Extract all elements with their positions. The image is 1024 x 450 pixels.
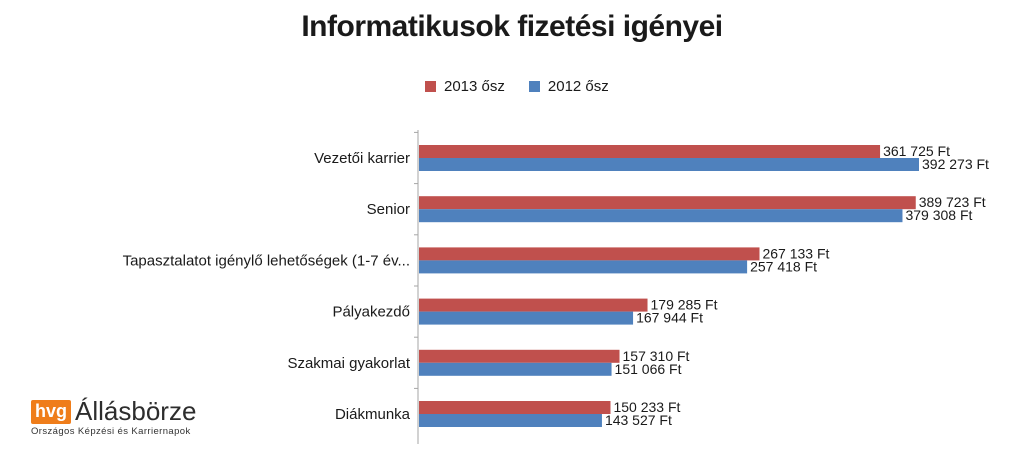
- category-label: Vezetői karrier: [314, 150, 410, 167]
- bar-2012: [419, 362, 612, 376]
- data-label: 167 944 Ft: [636, 310, 703, 326]
- legend: 2013 ősz 2012 ősz: [425, 78, 633, 95]
- logo-brand: Állásbörze: [75, 396, 197, 426]
- bar-2012: [419, 414, 602, 427]
- data-label: 179 285 Ft: [651, 297, 718, 313]
- data-label: 361 725 Ft: [883, 143, 950, 159]
- bar-2012: [419, 311, 634, 325]
- bar-2013: [419, 196, 916, 210]
- data-label: 150 233 Ft: [613, 399, 680, 415]
- bar-2013: [419, 298, 648, 312]
- legend-item-2013: 2013 ősz: [425, 78, 505, 95]
- data-label: 267 133 Ft: [762, 245, 829, 261]
- hvg-allasborze-logo: hvg Állásbörze Országos Képzési és Karri…: [31, 398, 196, 437]
- bar-2012: [419, 209, 903, 223]
- legend-swatch-2013: [425, 81, 436, 92]
- bar-2013: [419, 401, 611, 414]
- data-label: 379 308 Ft: [905, 207, 972, 223]
- bar-2013: [419, 145, 881, 158]
- data-label: 143 527 Ft: [605, 412, 672, 428]
- bar-2012: [419, 158, 919, 171]
- legend-swatch-2012: [528, 81, 540, 92]
- category-label: Pályakezdő: [332, 304, 410, 321]
- logo-tagline: Országos Képzési és Karriernapok: [31, 426, 191, 437]
- data-label: 151 066 Ft: [615, 361, 682, 377]
- category-label: Tapasztalatot igénylő lehetőségek (1-7 é…: [123, 252, 410, 269]
- logo-row: hvg Állásbörze: [31, 398, 196, 424]
- data-label: 157 310 Ft: [623, 348, 690, 364]
- chart-title: Informatikusok fizetési igényei: [301, 10, 723, 43]
- data-label: 392 273 Ft: [922, 156, 989, 172]
- category-label: Szakmai gyakorlat: [287, 355, 410, 372]
- legend-label-2013: 2013 ősz: [444, 78, 505, 95]
- data-label: 257 418 Ft: [750, 258, 817, 274]
- bar-2013: [419, 349, 620, 363]
- bar-2012: [419, 260, 748, 274]
- category-label: Diákmunka: [335, 406, 411, 423]
- category-label: Senior: [367, 201, 410, 218]
- hvg-badge: hvg: [31, 400, 72, 424]
- legend-item-2012: 2012 ősz: [528, 78, 609, 95]
- data-label: 389 723 Ft: [919, 194, 986, 210]
- bar-2013: [419, 247, 760, 261]
- legend-label-2012: 2012 ősz: [547, 78, 609, 95]
